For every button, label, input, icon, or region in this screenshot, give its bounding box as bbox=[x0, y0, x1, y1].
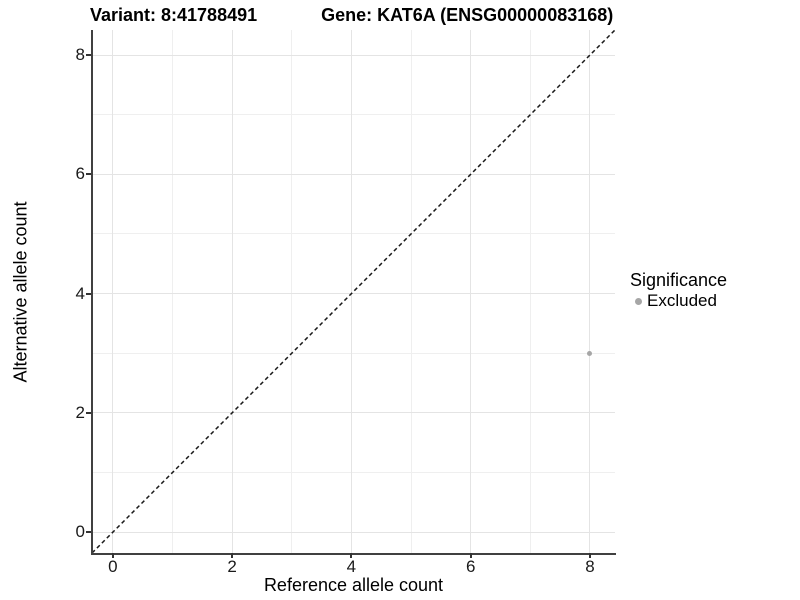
x-tick-label: 6 bbox=[465, 557, 476, 576]
major-gridline-x bbox=[589, 30, 591, 553]
minor-gridline-y bbox=[92, 233, 615, 235]
y-tick-label: 6 bbox=[75, 164, 85, 184]
x-tick bbox=[469, 553, 472, 558]
y-axis-title: Alternative allele count bbox=[10, 201, 31, 383]
x-tick bbox=[231, 553, 234, 558]
title-gene: Gene: KAT6A (ENSG00000083168) bbox=[321, 5, 614, 25]
minor-gridline-x bbox=[529, 30, 531, 553]
minor-gridline-x bbox=[291, 30, 293, 553]
x-tick-label: 4 bbox=[346, 557, 357, 576]
x-tick bbox=[111, 553, 114, 558]
y-tick bbox=[86, 411, 91, 414]
minor-gridline-y bbox=[92, 352, 615, 354]
legend-entry: Excluded bbox=[630, 291, 727, 311]
major-gridline-x bbox=[350, 30, 352, 553]
legend-entry-label: Excluded bbox=[647, 291, 717, 310]
major-gridline-y bbox=[92, 54, 615, 56]
x-tick-label: 2 bbox=[227, 557, 237, 576]
legend: Significance Excluded bbox=[630, 270, 727, 311]
grid-layer bbox=[92, 30, 615, 553]
x-axis-line bbox=[91, 553, 616, 555]
y-tick-label: 8 bbox=[75, 45, 85, 65]
y-tick bbox=[86, 173, 91, 176]
legend-point-swatch bbox=[635, 297, 642, 305]
x-axis-title: Reference allele count bbox=[263, 575, 444, 595]
title-variant: Variant: 8:41788491 bbox=[90, 5, 258, 25]
minor-gridline-x bbox=[410, 30, 412, 553]
point-layer bbox=[92, 30, 615, 553]
title-row: Variant: 8:41788491 Gene: KAT6A (ENSG000… bbox=[90, 5, 613, 25]
major-gridline-y bbox=[92, 293, 615, 295]
y-tick-label: 0 bbox=[75, 522, 85, 542]
x-tick-label: 8 bbox=[585, 557, 595, 576]
y-tick bbox=[86, 54, 91, 57]
minor-gridline-y bbox=[92, 114, 615, 116]
legend-title: Significance bbox=[630, 270, 728, 290]
identity-line bbox=[91, 29, 616, 554]
major-gridline-x bbox=[470, 30, 472, 553]
x-tick bbox=[588, 553, 591, 558]
major-gridline-y bbox=[92, 531, 615, 533]
y-tick bbox=[86, 531, 91, 534]
major-gridline-y bbox=[92, 173, 615, 175]
minor-gridline-x bbox=[172, 30, 173, 553]
major-gridline-x bbox=[231, 30, 233, 553]
y-tick bbox=[86, 292, 91, 295]
y-tick-label: 2 bbox=[75, 402, 85, 422]
x-tick bbox=[350, 553, 353, 558]
data-point bbox=[587, 350, 593, 356]
major-gridline-y bbox=[92, 412, 615, 414]
y-tick-label: 4 bbox=[75, 283, 85, 303]
plot-panel bbox=[91, 29, 616, 554]
y-axis-line bbox=[91, 30, 93, 555]
minor-gridline-y bbox=[92, 471, 615, 473]
x-tick-label: 0 bbox=[108, 557, 118, 576]
major-gridline-x bbox=[112, 30, 114, 553]
identity-line-layer bbox=[91, 29, 616, 554]
